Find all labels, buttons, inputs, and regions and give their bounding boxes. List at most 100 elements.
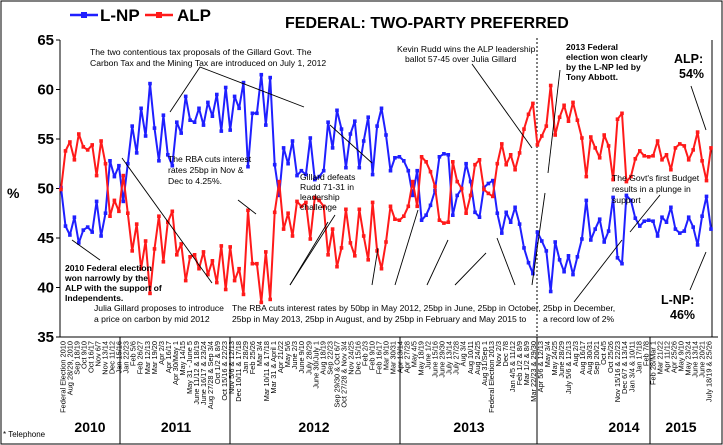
lnp-point xyxy=(286,161,290,166)
alp-point xyxy=(179,242,183,246)
lnp-point xyxy=(317,174,321,179)
alp-point xyxy=(281,227,286,231)
lnp-point xyxy=(651,219,655,223)
lnp-point xyxy=(419,218,424,222)
end-label-lnp: L-NP: 46% xyxy=(661,293,695,322)
lnp-point xyxy=(629,198,633,203)
alp-point xyxy=(638,149,642,153)
alp-point xyxy=(99,139,103,143)
alp-point xyxy=(455,179,459,184)
alp-point xyxy=(704,178,709,183)
lnp-point xyxy=(77,241,81,245)
alp-point xyxy=(246,208,250,213)
alp-point xyxy=(237,266,241,271)
lnp-point xyxy=(410,193,415,198)
x-tick-label: Aug 30/31 xyxy=(585,341,594,375)
annotation-2013-election: 2013 Federal election won clearly by the L… xyxy=(566,42,648,82)
x-tick-label: Aug 16/17 xyxy=(578,341,587,375)
x-tick-label: Mar 9/10 xyxy=(382,341,391,370)
alp-point xyxy=(589,135,593,139)
lnp-point xyxy=(335,108,339,113)
y-axis-ticks: 35 40 45 50 55 60 65 xyxy=(37,32,60,346)
alp-point xyxy=(508,153,513,157)
alp-point xyxy=(486,191,491,196)
lnp-point xyxy=(353,119,357,123)
x-tick-label: May 9/10 xyxy=(676,341,685,371)
y-tick-label: 60 xyxy=(37,82,54,99)
lnp-point xyxy=(571,272,575,277)
lnp-point xyxy=(183,94,188,99)
lnp-point xyxy=(584,198,589,203)
alp-point xyxy=(388,204,393,209)
x-tick-label: Jan 15/16 xyxy=(115,341,124,373)
lnp-point xyxy=(669,205,673,210)
lnp-point xyxy=(544,249,549,253)
x-tick-label: Apr 11/12 xyxy=(662,341,671,373)
x-tick-label: Nov 6/7 xyxy=(94,341,103,366)
alp-point xyxy=(152,247,157,251)
lnp-point xyxy=(361,139,366,143)
lnp-point xyxy=(589,238,593,242)
lnp-point xyxy=(473,210,477,215)
lnp-point xyxy=(673,227,678,231)
alp-point xyxy=(170,209,175,214)
alp-point xyxy=(357,207,362,212)
lnp-point xyxy=(250,111,255,116)
alp-point xyxy=(241,292,246,297)
year-label: 2014 xyxy=(608,419,639,435)
alp-point xyxy=(437,218,442,222)
annotation-first-budget: The Govt's first Budget results in a plun… xyxy=(612,173,700,205)
alp-point xyxy=(477,158,482,162)
lnp-point xyxy=(103,211,108,215)
lnp-point xyxy=(126,161,130,166)
alp-point xyxy=(540,134,544,138)
alp-point xyxy=(304,200,308,205)
lnp-point xyxy=(611,195,615,200)
x-tick-label: Feb 1/2 & 8/9 xyxy=(515,341,524,385)
alp-point xyxy=(522,127,526,131)
alp-point xyxy=(188,255,192,259)
alp-point xyxy=(566,119,571,123)
annotation-gillard-defeats-rudd: Gillard defeats Rudd 71-31 in leadership ch… xyxy=(300,172,355,212)
alp-point xyxy=(415,204,419,209)
alp-point xyxy=(210,259,215,263)
lnp-point xyxy=(602,240,606,244)
x-tick-label: Sep 22/23 xyxy=(325,341,334,375)
alp-point xyxy=(686,158,691,162)
alp-point xyxy=(219,244,224,248)
alp-point xyxy=(642,154,646,158)
lnp-point xyxy=(281,146,286,150)
lnp-point xyxy=(63,224,68,228)
x-tick-label: Feb 28/Mar 1 xyxy=(648,341,657,385)
alp-point xyxy=(673,146,678,150)
alp-point xyxy=(544,124,549,128)
x-tick-label: Jan 28/29 xyxy=(241,341,250,373)
x-tick-label: Oct 9/10 xyxy=(80,341,89,369)
x-tick-label: Oct 4/5 xyxy=(599,341,608,365)
alp-point xyxy=(526,112,531,117)
alp-point xyxy=(473,162,477,167)
x-tick-label: Sep 29/30 & Oct 6/7 xyxy=(332,341,341,408)
lnp-point xyxy=(606,229,611,233)
y-tick-label: 45 xyxy=(37,230,54,247)
x-tick-label: May 4/5 xyxy=(410,341,419,367)
alp-point xyxy=(366,258,370,262)
alp-point xyxy=(77,132,81,136)
x-tick-label: Mar 21/22 xyxy=(655,341,664,374)
lnp-point xyxy=(446,153,451,157)
lnp-point xyxy=(508,220,513,224)
alp-point xyxy=(112,198,117,203)
x-tick-label: June 30/July 1 xyxy=(311,341,320,389)
alp-point xyxy=(500,142,504,146)
lnp-point xyxy=(121,199,126,204)
alp-point xyxy=(63,149,68,153)
alp-point xyxy=(624,179,629,184)
alp-point xyxy=(272,210,277,215)
alp-point xyxy=(517,151,522,155)
alp-point xyxy=(264,250,268,254)
y-tick-label: 35 xyxy=(37,329,54,346)
x-tick-label: Dec 11/12 xyxy=(108,341,117,374)
alp-point xyxy=(513,167,517,172)
annotation-carbon-price: Julia Gillard proposes to introduce a pri… xyxy=(94,303,224,324)
alp-point xyxy=(183,278,188,283)
